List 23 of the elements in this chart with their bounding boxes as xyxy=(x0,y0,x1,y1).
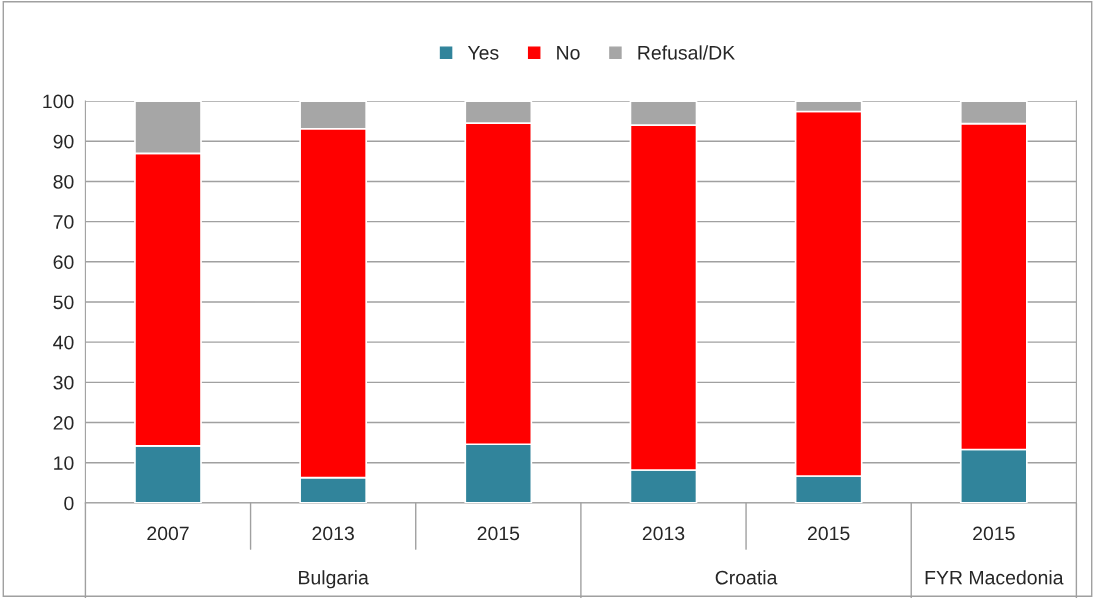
y-tick-label: 10 xyxy=(54,456,74,470)
y-tick-label: 60 xyxy=(53,255,74,270)
y-tick-label: 100 xyxy=(43,94,74,109)
y-tick-label: 20 xyxy=(53,416,74,430)
x-tick-label: 2013 xyxy=(642,526,685,541)
y-tick-label: 70 xyxy=(53,215,74,229)
y-tick-label: 90 xyxy=(53,134,74,149)
y-tick-label: 80 xyxy=(53,174,74,189)
legend-label: Refusal/DK xyxy=(638,45,735,60)
y-tick-label: 0 xyxy=(64,496,74,511)
x-tick-label: 2013 xyxy=(312,526,354,541)
y-tick-label: 50 xyxy=(53,295,74,310)
x-tick-label: 2015 xyxy=(973,526,1015,541)
x-tick-label: 2007 xyxy=(147,526,189,541)
x-tick-label: 2015 xyxy=(807,526,850,541)
y-tick-label: 40 xyxy=(53,335,74,350)
text: FYR Macedonia xyxy=(925,570,1064,585)
x-tick-label: 2015 xyxy=(477,526,520,541)
legend-label: Yes xyxy=(467,46,499,60)
text: Croatia xyxy=(715,570,778,585)
legend-label: No xyxy=(557,46,580,60)
text: Bulgaria xyxy=(299,570,369,589)
y-tick-label: 30 xyxy=(53,375,74,390)
